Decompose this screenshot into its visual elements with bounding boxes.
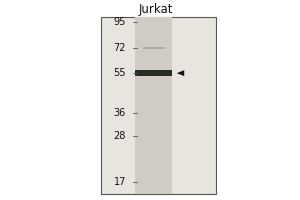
Bar <box>142 47 165 49</box>
Text: 72: 72 <box>113 43 126 53</box>
Bar <box>135 17 172 194</box>
Text: 17: 17 <box>113 177 126 187</box>
Bar <box>135 70 172 76</box>
Text: 28: 28 <box>113 131 126 141</box>
Bar <box>100 17 216 194</box>
Text: 36: 36 <box>114 108 126 118</box>
Polygon shape <box>177 70 184 76</box>
Text: 95: 95 <box>113 17 126 27</box>
Text: 55: 55 <box>113 68 126 78</box>
Text: Jurkat: Jurkat <box>139 3 173 16</box>
